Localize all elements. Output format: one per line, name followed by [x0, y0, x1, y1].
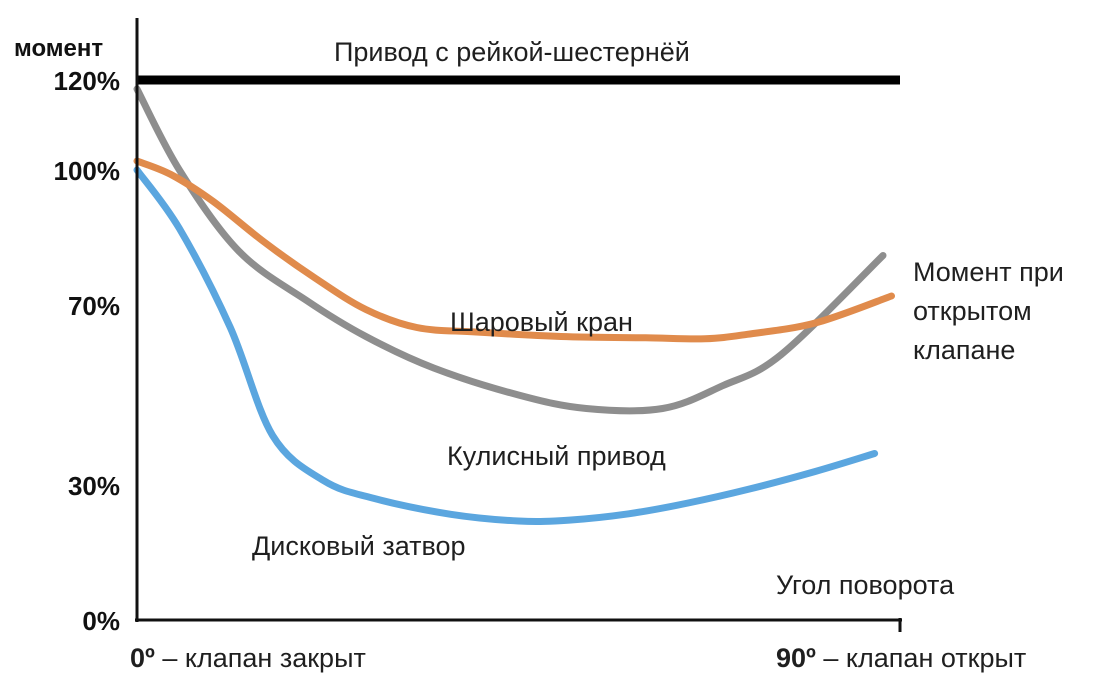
x-tick-start-text: – клапан закрыт — [155, 643, 366, 673]
label-open-torque-line-3: клапане — [913, 335, 1015, 365]
y-tick-label: 30% — [68, 471, 120, 501]
label-rack-pinion: Привод с рейкой-шестернёй — [334, 37, 690, 67]
x-tick-label-end: 90º – клапан открыт — [776, 643, 1026, 673]
label-butterfly: Дисковый затвор — [252, 531, 466, 561]
label-ball-valve: Шаровый кран — [450, 307, 633, 337]
x-axis — [135, 618, 902, 632]
label-open-torque-line-1: Момент при — [913, 257, 1064, 287]
x-tick-end-text: – клапан открыт — [816, 643, 1026, 673]
x-axis-title: Угол поворота — [776, 570, 955, 600]
y-tick-label: 0% — [82, 606, 120, 636]
series-ball-valve-line — [133, 157, 895, 343]
x-tick-start-degree: 0º — [130, 643, 155, 673]
x-tick-label-start: 0º – клапан закрыт — [130, 643, 366, 673]
y-tick-label: 120% — [54, 66, 121, 96]
series-butterfly-line — [133, 166, 879, 525]
y-axis-title: момент — [14, 35, 103, 62]
series-layer — [133, 75, 900, 525]
x-tick-end-degree: 90º — [776, 643, 816, 673]
y-tick-labels: 120% 100% 70% 30% 0% — [54, 66, 121, 636]
y-tick-label: 70% — [68, 291, 120, 321]
label-scotch-yoke: Кулисный привод — [447, 441, 666, 471]
y-tick-label: 100% — [54, 156, 121, 186]
label-open-torque-line-2: открытом — [913, 296, 1032, 326]
series-scotch-yoke-line — [133, 85, 887, 415]
